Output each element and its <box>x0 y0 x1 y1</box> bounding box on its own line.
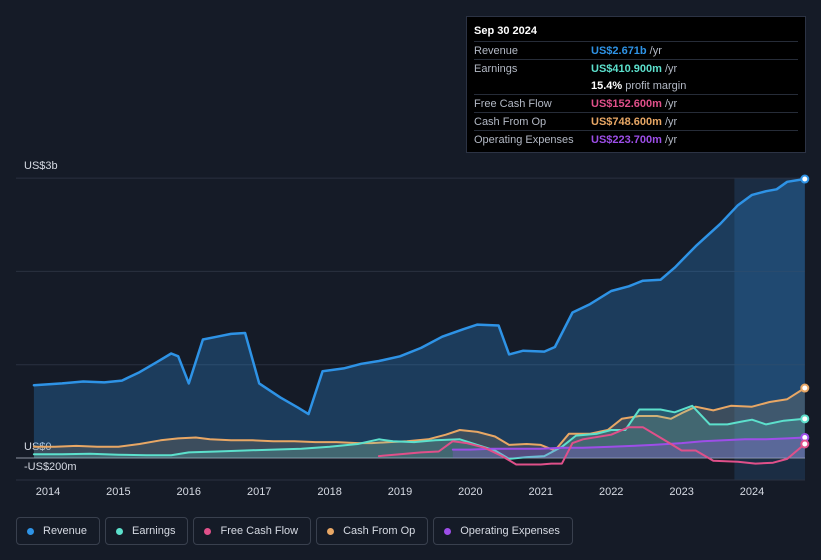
legend-dot-icon <box>444 527 452 535</box>
tooltip-label: Revenue <box>474 44 519 57</box>
legend-label: Free Cash Flow <box>220 525 299 537</box>
tooltip-row-free-cash-flow: Free Cash Flow US$152.600m /yr <box>474 94 798 112</box>
earnings-end-marker <box>800 414 810 424</box>
operating-expenses-line <box>451 436 806 451</box>
x-tick-label: 2022 <box>599 486 623 498</box>
tooltip-value: US$152.600m <box>591 97 662 110</box>
cash-from-op-end-marker <box>800 383 810 393</box>
tooltip-row-cash-from-op: Cash From Op US$748.600m /yr <box>474 112 798 130</box>
legend-item-operating-expenses[interactable]: Operating Expenses <box>433 517 573 545</box>
legend-dot-icon <box>327 527 335 535</box>
legend-dot-icon <box>27 527 34 535</box>
tooltip-value: US$748.600m <box>591 115 662 128</box>
x-tick-label: 2018 <box>317 486 341 498</box>
tooltip-date: Sep 30 2024 <box>474 25 537 37</box>
x-tick-label: 2014 <box>36 486 60 498</box>
tooltip-row-revenue: Revenue US$2.671b /yr <box>474 41 798 59</box>
tooltip-label: Free Cash Flow <box>474 97 552 110</box>
revenue-area <box>33 179 805 458</box>
legend-label: Revenue <box>43 525 88 537</box>
tooltip-value: 15.4% <box>591 79 623 92</box>
tooltip-value: US$223.700m <box>591 133 662 146</box>
x-tick-label: 2023 <box>669 486 693 498</box>
tooltip-row-profit-margin: 15.4% profit margin <box>474 77 798 94</box>
tooltip-unit: /yr <box>664 133 678 146</box>
tooltip-unit: /yr <box>664 115 678 128</box>
y-axis-top-label: US$3b <box>24 160 58 172</box>
x-tick-label: 2021 <box>529 486 553 498</box>
legend-item-earnings[interactable]: Earnings <box>105 517 189 545</box>
x-tick-label: 2016 <box>177 486 201 498</box>
tooltip-label: Operating Expenses <box>474 133 574 146</box>
legend-item-free-cash-flow[interactable]: Free Cash Flow <box>193 517 312 545</box>
x-tick-label: 2019 <box>388 486 412 498</box>
legend-item-revenue[interactable]: Revenue <box>16 517 101 545</box>
tooltip-unit: profit margin <box>625 79 687 92</box>
tooltip-row-earnings: Earnings US$410.900m /yr <box>474 59 798 77</box>
tooltip-label: Earnings <box>474 62 518 75</box>
legend-dot-icon <box>116 527 124 535</box>
tooltip-unit: /yr <box>664 62 678 75</box>
tooltip-unit: /yr <box>649 44 662 57</box>
tooltip-value: US$410.900m <box>591 62 662 75</box>
earnings-area <box>33 405 805 459</box>
tooltip-panel: Sep 30 2024 Revenue US$2.671b /yr Earnin… <box>466 16 806 153</box>
tooltip-value: US$2.671b <box>591 44 647 57</box>
cash-from-op-line <box>32 387 806 452</box>
legend-item-cash-from-op[interactable]: Cash From Op <box>316 517 429 545</box>
y-axis-bottom-label: -US$200m <box>24 461 77 473</box>
free-cash-flow-line <box>377 426 806 466</box>
tooltip-row-operating-expenses: Operating Expenses US$223.700m /yr <box>474 130 798 148</box>
chart-legend: Revenue Earnings Free Cash Flow Cash Fro… <box>16 517 573 545</box>
revenue-line <box>32 177 807 416</box>
earnings-line <box>32 404 806 460</box>
free-cash-flow-end-marker <box>800 439 810 449</box>
x-tick-label: 2017 <box>247 486 271 498</box>
revenue-end-marker <box>800 174 810 184</box>
legend-dot-icon <box>204 527 212 535</box>
legend-label: Earnings <box>132 525 176 537</box>
x-tick-label: 2015 <box>106 486 130 498</box>
x-tick-label: 2020 <box>458 486 482 498</box>
legend-label: Operating Expenses <box>460 525 560 537</box>
highlight-band <box>734 178 805 480</box>
tooltip-label: Cash From Op <box>474 115 547 128</box>
operating-expenses-area <box>452 437 805 458</box>
legend-label: Cash From Op <box>343 525 416 537</box>
tooltip-unit: /yr <box>664 97 678 110</box>
x-tick-label: 2024 <box>740 486 764 498</box>
